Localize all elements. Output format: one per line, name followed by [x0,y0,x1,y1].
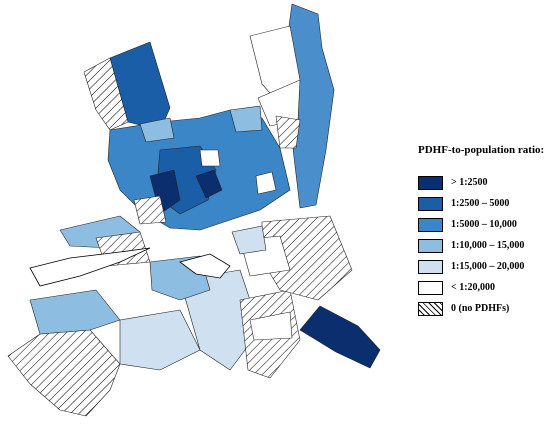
water-river [179,253,231,279]
district-se-dark [299,305,381,369]
legend-swatch [418,196,443,211]
legend-label: 1:10,000 – 15,000 [451,240,525,251]
legend-item-15000-20000: 1:15,000 – 20,000 [418,256,548,277]
district-core-white-1 [199,149,221,167]
district-south-light [179,269,261,371]
legend-label: 1:2500 – 5000 [451,198,510,209]
district-se-light [231,225,267,255]
district-sw-light-1 [29,289,121,335]
legend-item-5000-10000: 1:5000 – 10,000 [418,214,548,235]
district-sw-hatched [7,329,121,417]
district-se-white-2 [249,311,293,341]
district-core-hatched-1 [133,195,167,225]
legend-swatch-hatched [418,301,443,316]
district-core-dark-2 [195,169,223,199]
legend-title: PDHF-to-population ratio: [418,144,545,156]
district-east-hatched [275,115,301,149]
legend-swatch [418,175,443,190]
legend-item-10000-15000: 1:10,000 – 15,000 [418,235,548,256]
legend-item-gt-2500: > 1:2500 [418,172,548,193]
legend-label: 1:15,000 – 20,000 [451,261,525,272]
legend-swatch [418,217,443,232]
legend-item-lt-20000: < 1:20,000 [418,277,548,298]
legend-label: 0 (no PDHFs) [451,303,510,314]
district-nw-hatched [83,57,129,131]
district-core-white-2 [255,171,277,195]
legend-item-no-pdhfs: 0 (no PDHFs) [418,298,548,319]
district-core-light-1 [139,117,175,143]
map-legend: PDHF-to-population ratio: > 1:2500 1:250… [418,144,548,319]
legend-swatch [418,280,443,295]
district-east-light [229,105,263,133]
water-inlet [29,247,151,287]
legend-swatch [418,238,443,253]
legend-label: < 1:20,000 [451,282,496,293]
legend-label: 1:5000 – 10,000 [451,219,517,230]
legend-swatch [418,259,443,274]
legend-item-2500-5000: 1:2500 – 5000 [418,193,548,214]
district-sw-light-2 [119,309,201,371]
legend-label: > 1:2500 [451,177,488,188]
